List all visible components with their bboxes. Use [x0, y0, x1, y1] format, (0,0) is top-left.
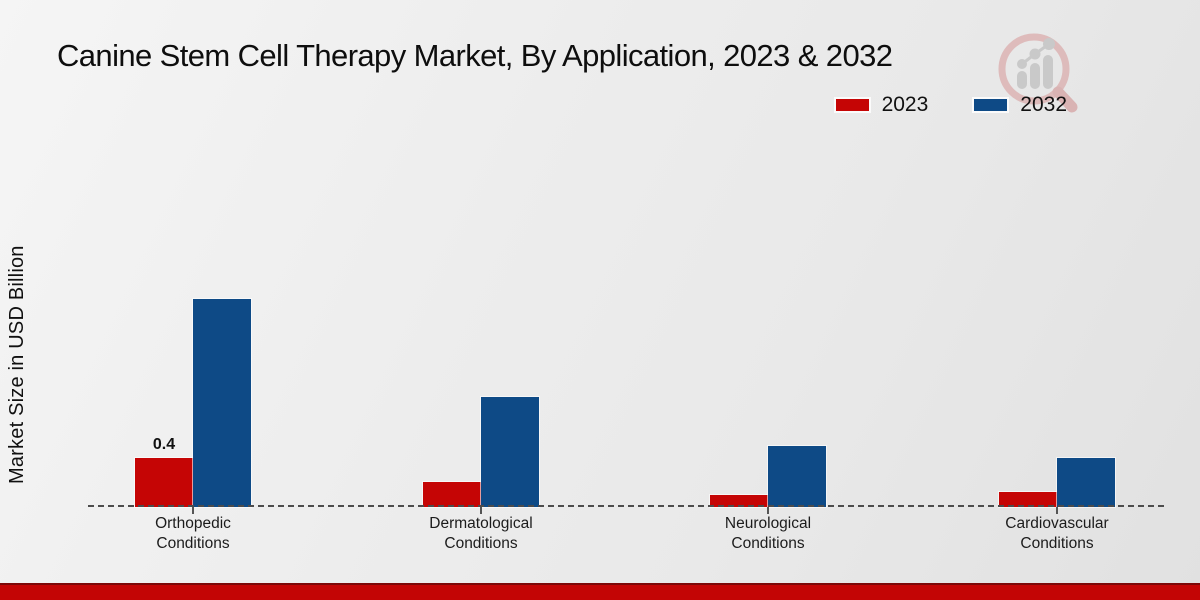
legend: 2023 2032 [835, 93, 1067, 117]
bar-2023-cardiovascular-conditions [999, 492, 1057, 507]
magnifier-growth-chart-icon [998, 33, 1078, 113]
bar-2023-orthopedic-conditions [135, 458, 193, 507]
legend-item-2023: 2023 [835, 93, 929, 117]
legend-label-2023: 2023 [881, 93, 929, 116]
bar-2023-neurological-conditions [710, 495, 768, 507]
legend-label-2032: 2032 [1020, 93, 1067, 116]
bar-2032-orthopedic-conditions [193, 299, 251, 507]
bar-2032-neurological-conditions [768, 446, 826, 507]
x-axis-tick-orthopedic-conditions [192, 507, 194, 514]
x-axis-tick-cardiovascular-conditions [1056, 507, 1058, 514]
chart-title: Canine Stem Cell Therapy Market, By Appl… [57, 38, 893, 73]
category-label-neurological-conditions: Neurological Conditions [724, 515, 812, 552]
category-label-cardiovascular-conditions: Cardiovascular Conditions [1005, 515, 1109, 552]
footer-accent-bar [0, 583, 1200, 600]
bar-2032-cardiovascular-conditions [1057, 458, 1115, 507]
data-label-2023-orthopedic-conditions: 0.4 [152, 436, 176, 453]
legend-item-2032: 2032 [974, 93, 1067, 117]
category-label-orthopedic-conditions: Orthopedic Conditions [155, 515, 231, 552]
bar-2032-dermatological-conditions [481, 397, 539, 507]
category-label-dermatological-conditions: Dermatological Conditions [429, 515, 533, 552]
legend-swatch-2023 [835, 99, 869, 111]
x-axis-tick-neurological-conditions [767, 507, 769, 514]
bar-2023-dermatological-conditions [423, 482, 481, 507]
x-axis-baseline [88, 505, 1164, 507]
x-axis-tick-dermatological-conditions [480, 507, 482, 514]
legend-swatch-2032 [974, 99, 1008, 111]
